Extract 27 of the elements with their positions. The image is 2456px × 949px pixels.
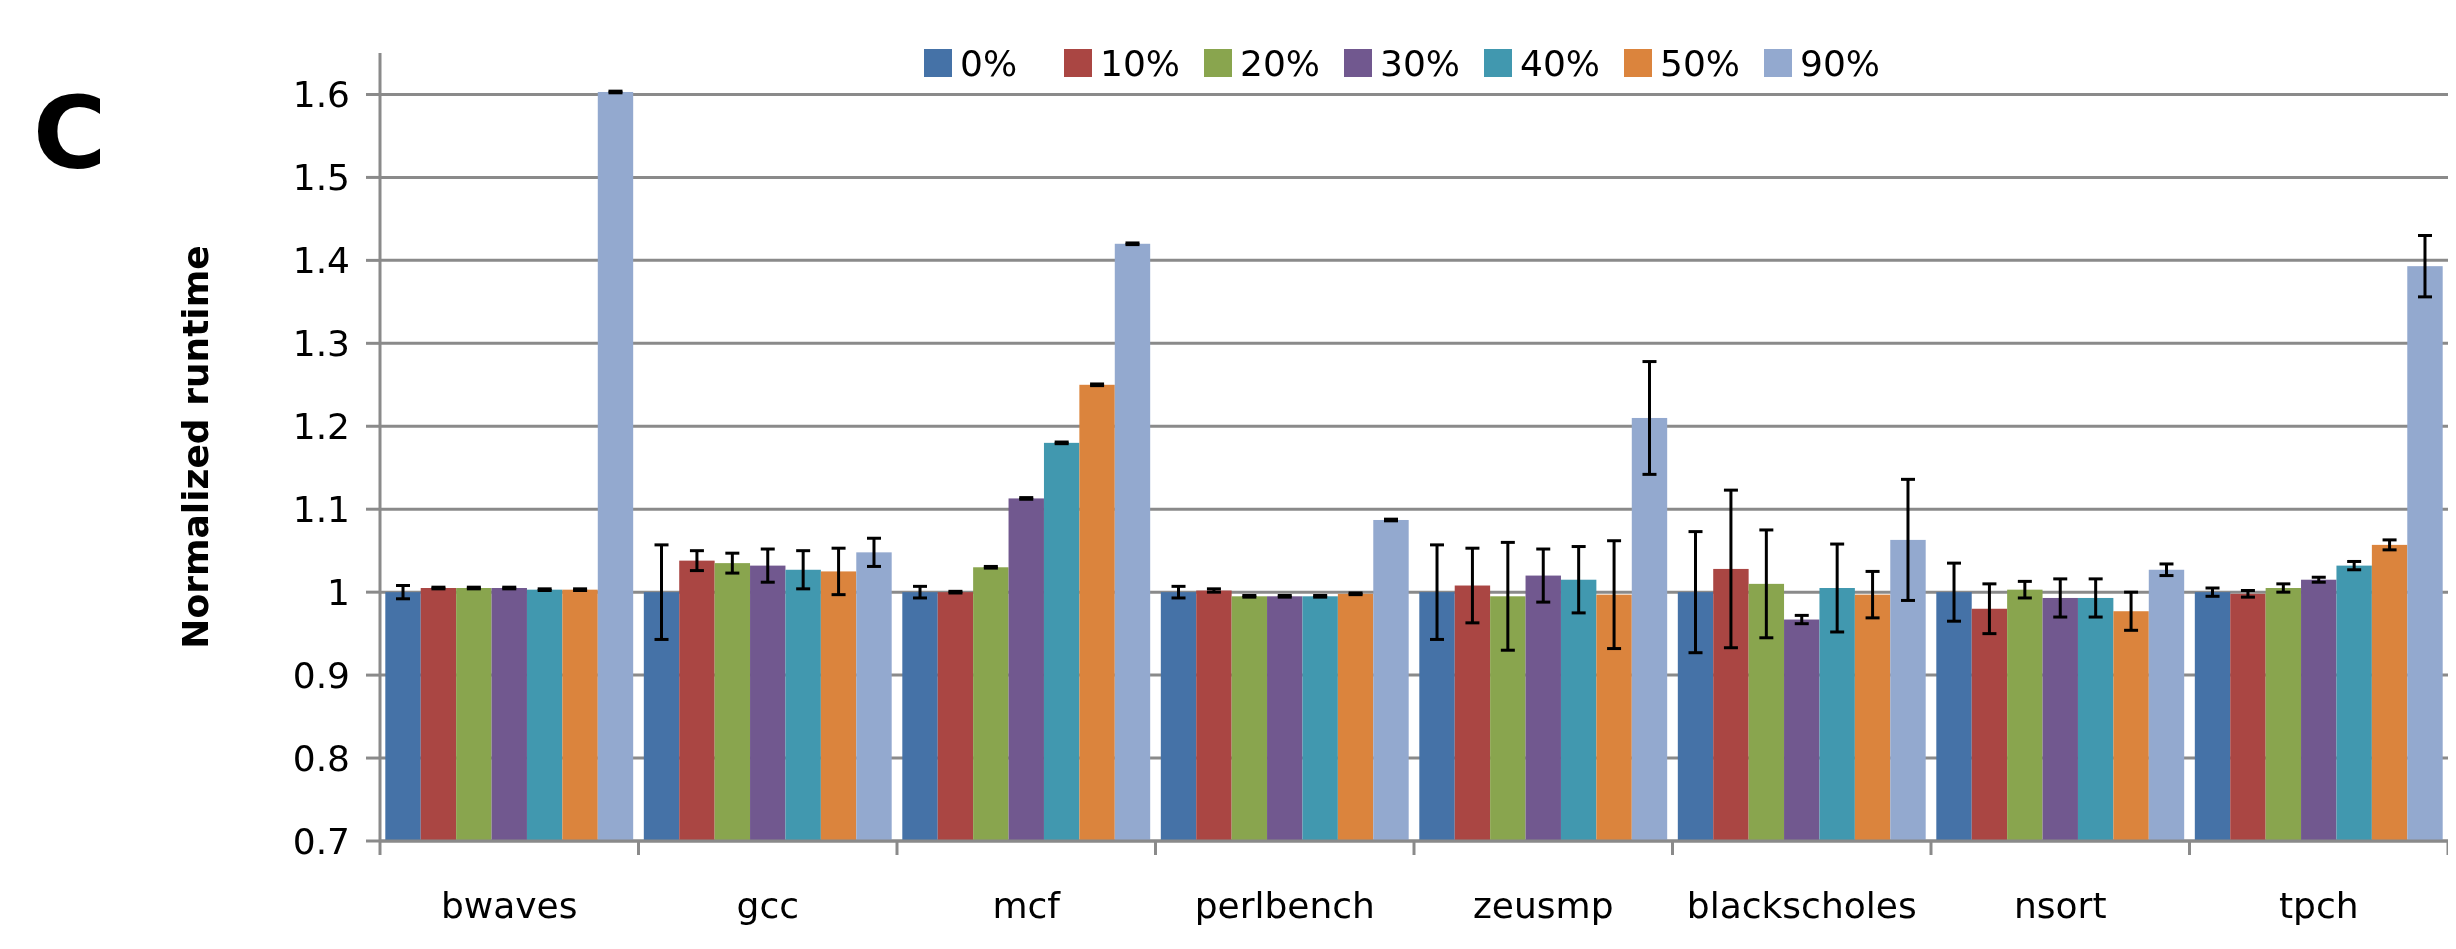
y-tick-label: 0.7 (292, 820, 350, 862)
legend-label: 0% (960, 42, 1018, 84)
y-tick-label: 1.4 (292, 239, 350, 281)
y-tick-label: 1.2 (292, 405, 350, 447)
x-tick-label: bwaves (440, 885, 578, 926)
x-tick-label: nsort (2013, 885, 2107, 926)
y-tick-label: 1.5 (292, 157, 350, 199)
x-tick-label: perlbench (1194, 885, 1375, 926)
text: C (33, 75, 107, 192)
y-tick-label: 1.6 (292, 74, 350, 116)
y-tick-label: 1.3 (292, 322, 350, 364)
x-tick-label: gcc (736, 885, 799, 926)
legend-label: 50% (1660, 42, 1741, 84)
y-tick-label: 1 (327, 571, 350, 613)
legend-label: 40% (1520, 42, 1601, 84)
y-tick-label: 0.8 (292, 737, 350, 779)
y-tick-label: 0.9 (292, 654, 350, 696)
x-tick-label: zeusmp (1472, 885, 1614, 926)
y-tick-label: 1.1 (292, 488, 350, 530)
x-tick-label: blackscholes (1686, 885, 1917, 926)
x-tick-label: mcf (992, 885, 1062, 926)
legend-label: 30% (1380, 42, 1461, 84)
legend-label: 90% (1800, 42, 1881, 84)
legend-label: 10% (1100, 42, 1181, 84)
x-tick-label: tpch (2278, 885, 2359, 926)
legend-label: 20% (1240, 42, 1321, 84)
y-axis-title: Normalized runtime (175, 245, 216, 649)
